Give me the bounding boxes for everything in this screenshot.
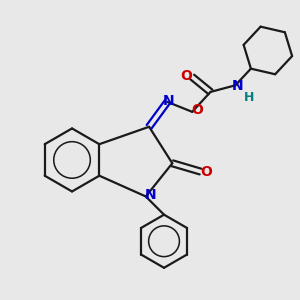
Text: H: H <box>244 91 255 104</box>
Text: O: O <box>201 165 212 178</box>
Text: N: N <box>163 94 174 108</box>
Text: N: N <box>232 79 244 93</box>
Text: O: O <box>180 69 192 83</box>
Text: N: N <box>145 188 156 203</box>
Text: O: O <box>192 103 203 117</box>
